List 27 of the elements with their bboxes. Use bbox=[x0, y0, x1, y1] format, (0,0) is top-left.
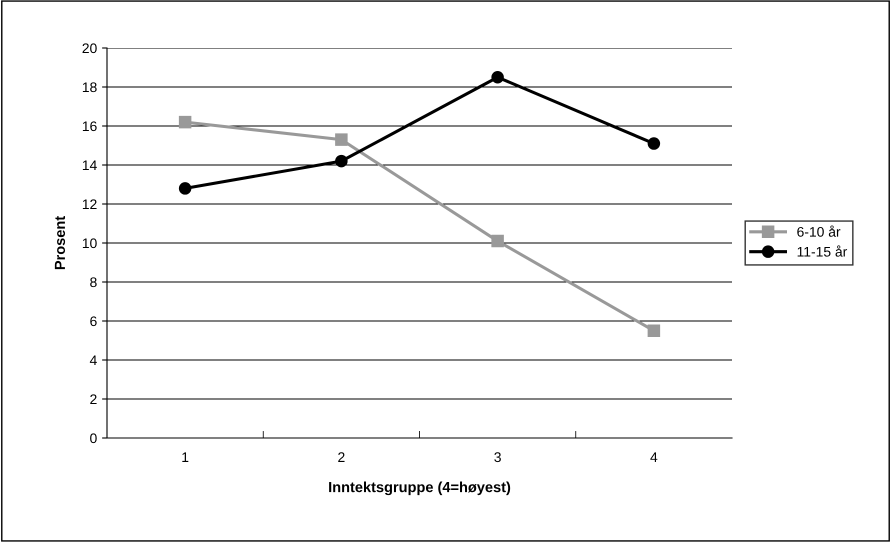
y-tick-label: 20 bbox=[82, 43, 97, 54]
y-tick-label: 2 bbox=[90, 394, 97, 404]
legend-label: 11-15 år bbox=[798, 245, 848, 257]
point bbox=[178, 182, 192, 195]
point bbox=[178, 116, 192, 128]
x-tick-label: 3 bbox=[494, 452, 501, 462]
y-tick-label: 6 bbox=[90, 316, 97, 326]
x-tick-label: 4 bbox=[650, 452, 658, 462]
y-tick-label: 16 bbox=[82, 121, 97, 132]
point bbox=[335, 154, 348, 168]
point bbox=[491, 234, 504, 248]
y-tick-label: 4 bbox=[90, 355, 97, 366]
y-tick-label: 10 bbox=[82, 238, 97, 248]
y-tick-label: 0 bbox=[90, 433, 97, 444]
point bbox=[648, 324, 660, 337]
x-tick-label: 1 bbox=[182, 452, 188, 462]
y-tick-label: 18 bbox=[82, 82, 97, 92]
legend-label: 6-10 år bbox=[797, 225, 840, 237]
x-axis-title: Inntektsgruppe (4=høyest) bbox=[329, 482, 510, 496]
x-tick-label: 2 bbox=[338, 452, 345, 462]
y-axis-title: Prosent bbox=[54, 216, 66, 270]
y-tick-label: 14 bbox=[82, 160, 97, 170]
point bbox=[648, 137, 660, 150]
point bbox=[491, 71, 504, 84]
y-tick-label: 12 bbox=[82, 199, 97, 210]
y-tick-label: 8 bbox=[90, 277, 97, 288]
point bbox=[335, 133, 348, 146]
